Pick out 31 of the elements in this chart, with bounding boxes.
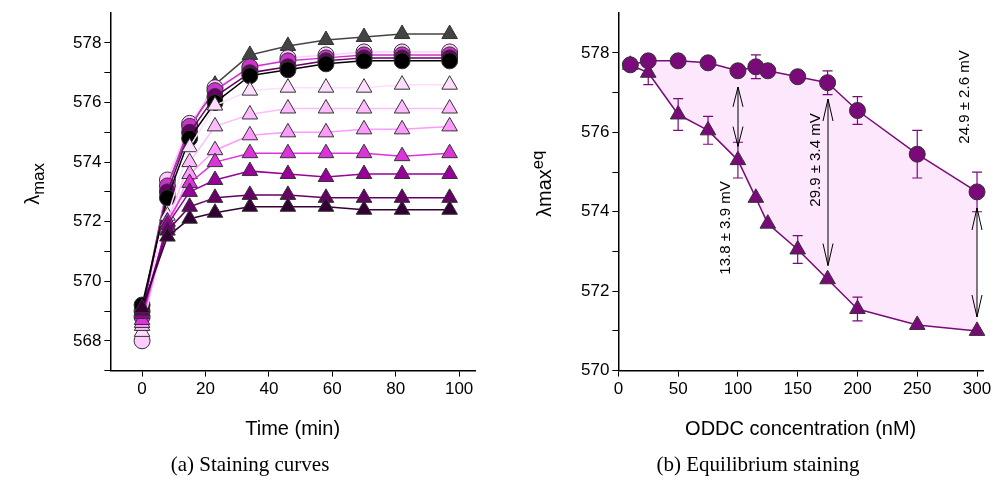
y-tick-label: 570 [72,270,102,290]
x-axis-title: Time (min) [245,416,341,439]
annotation: 24.9 ± 2.6 mV [954,49,972,144]
x-tick-label: 150 [783,379,812,399]
x-tick-label: 200 [843,379,872,399]
x-tick-label: 50 [668,379,688,399]
y-tick-label: 570 [580,360,610,380]
y-tick-label: 568 [72,330,102,350]
y-tick-label: 576 [72,92,102,112]
y-tick-label: 572 [72,211,102,231]
x-tick-label: 80 [386,379,406,399]
annotation: 13.8 ± 3.9 mV [715,180,733,275]
text: (b) Equilibrium staining [655,452,861,477]
x-tick-label: 60 [322,379,342,399]
x-tick-label: 300 [962,379,992,399]
x-tick-label: 100 [723,379,753,399]
y-tick-label: 578 [72,32,102,52]
text: (a) Staining curves [169,452,331,477]
x-tick-label: 20 [196,379,215,399]
x-tick-label: 40 [259,379,279,399]
x-axis-title: ODDC concentration (nM) [685,416,917,439]
y-tick-label: 574 [580,201,610,221]
x-tick-label: 250 [903,379,932,399]
x-tick-label: 0 [137,379,147,399]
y-tick-label: 574 [72,151,102,171]
x-tick-label: 0 [613,379,624,399]
y-tick-label: 576 [580,122,610,142]
annotation: 29.9 ± 3.4 mV [805,113,823,207]
y-tick-label: 578 [580,42,610,62]
y-tick-label: 572 [580,280,610,300]
x-tick-label: 100 [444,379,474,399]
